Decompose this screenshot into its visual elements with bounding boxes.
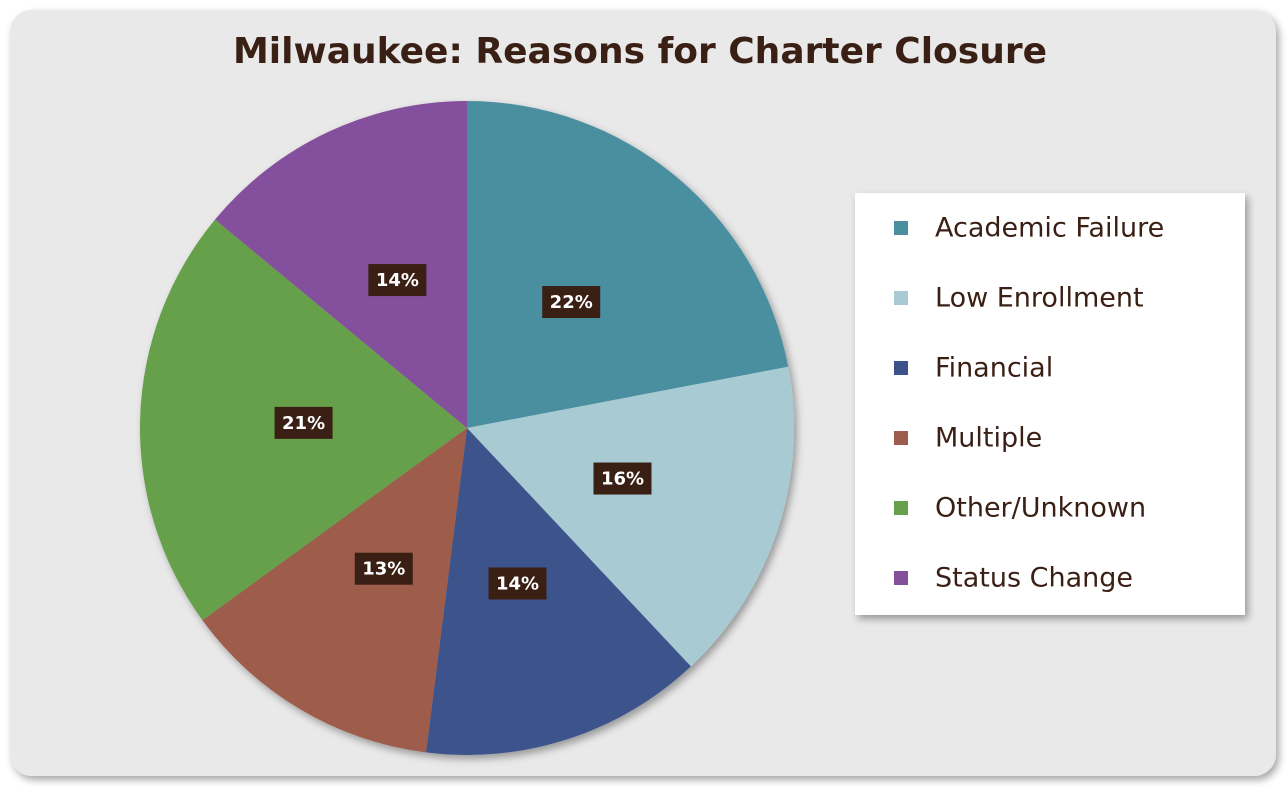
legend-swatch	[894, 221, 908, 235]
pie-slice	[426, 428, 691, 756]
pie	[140, 101, 794, 756]
data-label-box	[488, 567, 547, 600]
legend-label: Status Change	[935, 563, 1133, 594]
legend-label: Academic Failure	[935, 213, 1164, 244]
legend-swatch	[894, 291, 908, 305]
data-label: 16%	[601, 469, 644, 490]
data-label: 13%	[362, 559, 405, 580]
data-label-box	[368, 264, 427, 297]
pie-slice	[215, 101, 467, 428]
legend-entries: Academic Failure Low Enrollment Financial M…	[894, 213, 1164, 594]
legend-swatch	[894, 571, 908, 585]
legend-label: Financial	[935, 353, 1053, 384]
data-label: 21%	[282, 413, 325, 434]
data-label-box	[274, 406, 333, 439]
legend	[855, 193, 1245, 615]
legend-label: Low Enrollment	[935, 283, 1144, 314]
data-label: 14%	[376, 270, 419, 291]
legend-swatch	[894, 501, 908, 515]
pie-slice	[467, 366, 794, 667]
data-label: 14%	[496, 573, 539, 594]
legend-swatch	[894, 361, 908, 375]
legend-swatch	[894, 431, 908, 445]
pie-slice	[467, 101, 789, 428]
data-label-box	[593, 462, 652, 495]
pie-slice	[202, 428, 467, 753]
legend-label: Other/Unknown	[935, 493, 1146, 524]
data-labels: 22% 16% 14% 13% 21% 14%	[274, 264, 652, 600]
data-label-box	[354, 552, 413, 585]
data-label-box	[542, 286, 601, 319]
legend-label: Multiple	[935, 423, 1042, 454]
data-label: 22%	[550, 292, 593, 313]
chart-title: Milwaukee: Reasons for Charter Closure	[233, 31, 1047, 72]
